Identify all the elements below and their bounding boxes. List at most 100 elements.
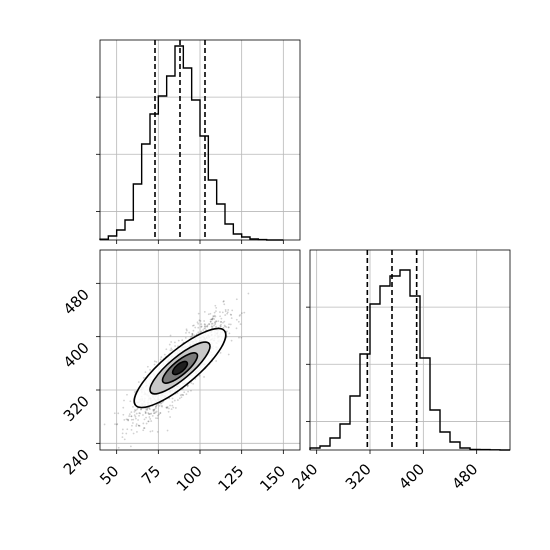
- scatter-point: [117, 412, 120, 415]
- scatter-point: [194, 326, 197, 329]
- scatter-point: [155, 360, 158, 363]
- joint-x-tick-label: 150: [256, 462, 289, 495]
- scatter-point: [213, 314, 216, 317]
- scatter-point: [135, 423, 138, 426]
- scatter-point: [238, 314, 241, 317]
- scatter-point: [203, 310, 206, 313]
- scatter-point: [223, 320, 226, 323]
- histogram-y-ticks: 240 320 400 480: [289, 306, 481, 493]
- scatter-point: [211, 322, 214, 325]
- histogram-x-grid: [100, 40, 300, 240]
- scatter-point: [220, 317, 223, 320]
- scatter-point: [133, 414, 136, 417]
- scatter-point: [171, 401, 174, 403]
- scatter-point: [202, 329, 205, 331]
- scatter-point: [211, 317, 214, 320]
- scatter-point: [155, 405, 157, 408]
- scatter-point: [147, 412, 150, 414]
- scatter-point: [213, 318, 216, 320]
- scatter-point: [103, 423, 106, 426]
- scatter-point: [142, 422, 145, 425]
- joint-y-tick-label: 400: [60, 339, 93, 372]
- scatter-point: [133, 391, 136, 393]
- scatter-point: [153, 408, 156, 411]
- scatter-point: [211, 317, 214, 320]
- scatter-point: [212, 315, 215, 318]
- scatter-point: [214, 304, 217, 307]
- scatter-point: [210, 322, 213, 325]
- scatter-point: [191, 333, 194, 336]
- scatter-point: [149, 430, 152, 433]
- scatter-point: [219, 325, 222, 328]
- scatter-point: [180, 396, 183, 399]
- scatter-point: [219, 311, 221, 313]
- scatter-point: [174, 345, 176, 347]
- scatter-point: [143, 427, 145, 429]
- scatter-point: [235, 318, 238, 321]
- scatter-point: [226, 330, 228, 333]
- scatter-point: [215, 310, 217, 313]
- joint-y-tick-label: 240: [60, 445, 93, 478]
- scatter-point: [227, 326, 230, 329]
- scatter-point: [203, 325, 206, 328]
- scatter-point: [156, 414, 159, 417]
- scatter-point: [129, 445, 132, 448]
- scatter-point: [134, 415, 137, 418]
- scatter-point: [150, 412, 153, 415]
- scatter-point: [173, 341, 176, 344]
- scatter-point: [215, 306, 218, 309]
- scatter-point: [132, 405, 134, 408]
- joint-panel: 50 75 100 125 150 240 320 400 480: [60, 249, 301, 495]
- scatter-point: [144, 371, 147, 374]
- scatter-point: [113, 412, 116, 415]
- scatter-point: [203, 323, 206, 326]
- scatter-point: [121, 428, 124, 431]
- histogram-y-panel: 240 320 400 480: [289, 249, 511, 493]
- scatter-point: [148, 413, 151, 416]
- joint-contours: [133, 327, 227, 409]
- scatter-point: [171, 397, 174, 400]
- scatter-point: [131, 422, 134, 424]
- histogram-x-ticks: [96, 96, 284, 244]
- scatter-point: [136, 407, 139, 410]
- scatter-point: [155, 410, 158, 413]
- scatter-point: [219, 315, 221, 318]
- scatter-point: [214, 322, 217, 324]
- scatter-point: [190, 389, 192, 392]
- scatter-point: [135, 425, 138, 427]
- scatter-point: [159, 411, 162, 414]
- scatter-point: [223, 303, 226, 306]
- scatter-point: [200, 326, 203, 328]
- scatter-point: [184, 336, 187, 339]
- scatter-point: [160, 401, 163, 404]
- histogram-x-series: [99, 45, 284, 241]
- scatter-point: [138, 414, 140, 417]
- scatter-point: [209, 320, 212, 323]
- scatter-point: [156, 430, 159, 433]
- scatter-point: [181, 393, 184, 396]
- scatter-point: [224, 314, 227, 316]
- scatter-point: [166, 406, 169, 408]
- scatter-point: [140, 408, 142, 411]
- scatter-point: [211, 325, 214, 328]
- scatter-point: [165, 406, 168, 409]
- scatter-point: [210, 325, 213, 328]
- scatter-point: [188, 331, 191, 334]
- scatter-point: [215, 325, 217, 328]
- scatter-point: [191, 332, 194, 335]
- scatter-point: [144, 412, 147, 415]
- scatter-point: [129, 400, 132, 403]
- scatter-point: [215, 320, 218, 323]
- scatter-point: [193, 334, 196, 337]
- scatter-point: [222, 321, 224, 324]
- joint-y-tick-label: 480: [60, 285, 93, 318]
- scatter-point: [200, 330, 203, 333]
- scatter-point: [152, 410, 155, 413]
- scatter-point: [148, 416, 151, 418]
- joint-x-tick-label: 100: [173, 462, 206, 495]
- scatter-point: [145, 416, 147, 419]
- scatter-point: [243, 311, 246, 314]
- scatter-point: [121, 432, 124, 435]
- histogram-x-quantile-lines: [154, 40, 206, 240]
